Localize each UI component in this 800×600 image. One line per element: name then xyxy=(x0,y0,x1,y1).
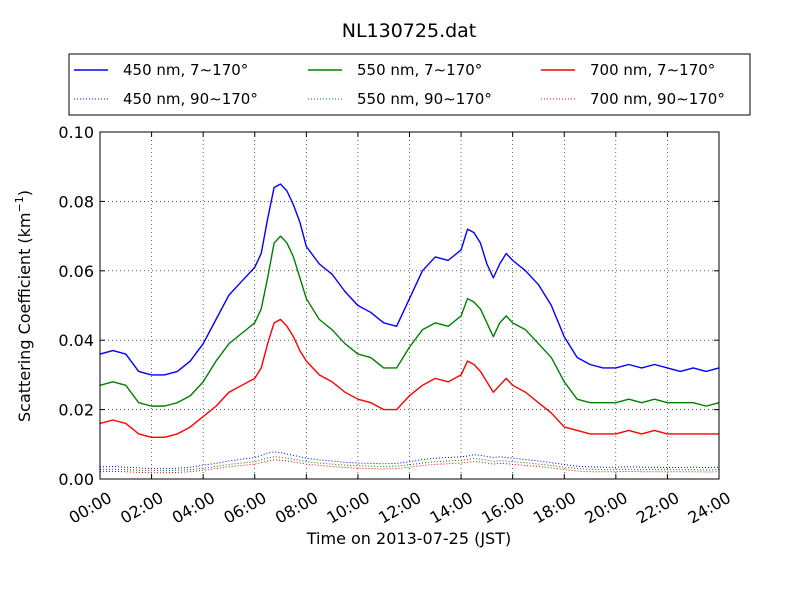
x-tick-label: 06:00 xyxy=(220,488,269,528)
x-axis-label: Time on 2013-07-25 (JST) xyxy=(306,529,511,548)
x-tick-label: 20:00 xyxy=(581,488,630,528)
y-tick-label: 0.00 xyxy=(58,470,94,489)
x-tick-label: 12:00 xyxy=(375,488,424,528)
plot-area xyxy=(99,183,720,474)
legend: 450 nm, 7∼170° 450 nm, 90∼170° 550 nm, 7∼1… xyxy=(68,53,751,116)
y-tick-label: 0.06 xyxy=(58,262,94,281)
legend-label: 700 nm, 90∼170° xyxy=(590,90,725,108)
legend-label: 450 nm, 90∼170° xyxy=(123,90,258,108)
series-line xyxy=(99,318,719,439)
legend-box xyxy=(68,53,751,116)
x-tick-label: 18:00 xyxy=(530,488,579,528)
x-tick-label: 14:00 xyxy=(427,488,476,528)
chart-title: NL130725.dat xyxy=(342,20,477,42)
y-tick-label: 0.10 xyxy=(58,123,94,142)
y-tick-label: 0.08 xyxy=(58,192,94,211)
y-tick-labels: 0.00 0.02 0.04 0.06 0.08 0.10 xyxy=(58,123,94,489)
series-line xyxy=(99,451,720,470)
series-line xyxy=(99,183,720,376)
x-tick-label: 22:00 xyxy=(633,488,682,528)
x-tick-label: 00:00 xyxy=(66,488,115,528)
x-tick-labels: 00:00 02:00 04:00 06:00 08:00 10:00 12:00 14:00… xyxy=(66,488,734,528)
series-line xyxy=(99,459,720,474)
series-line xyxy=(99,456,720,472)
x-tick-label: 10:00 xyxy=(323,488,372,528)
x-tick-label: 08:00 xyxy=(272,488,321,528)
legend-label: 450 nm, 7∼170° xyxy=(123,61,248,79)
y-tick-label: 0.04 xyxy=(58,331,94,350)
grid xyxy=(100,132,719,479)
legend-label: 700 nm, 7∼170° xyxy=(590,61,715,79)
x-tick-label: 04:00 xyxy=(169,488,218,528)
y-axis-label: Scattering Coefficient (km−1) xyxy=(13,190,34,422)
y-axis-label-tail: ) xyxy=(15,190,34,196)
x-tick-label: 24:00 xyxy=(685,488,734,528)
x-tick-label: 16:00 xyxy=(478,488,527,528)
legend-label: 550 nm, 7∼170° xyxy=(357,61,482,79)
legend-label: 550 nm, 90∼170° xyxy=(357,90,492,108)
y-axis-label-superscript: −1 xyxy=(13,196,26,212)
x-tick-label: 02:00 xyxy=(117,488,166,528)
y-axis-label-main: Scattering Coefficient (km xyxy=(15,212,34,422)
axis-ticks xyxy=(99,131,720,480)
y-tick-label: 0.02 xyxy=(58,401,94,420)
series-line xyxy=(99,235,720,407)
